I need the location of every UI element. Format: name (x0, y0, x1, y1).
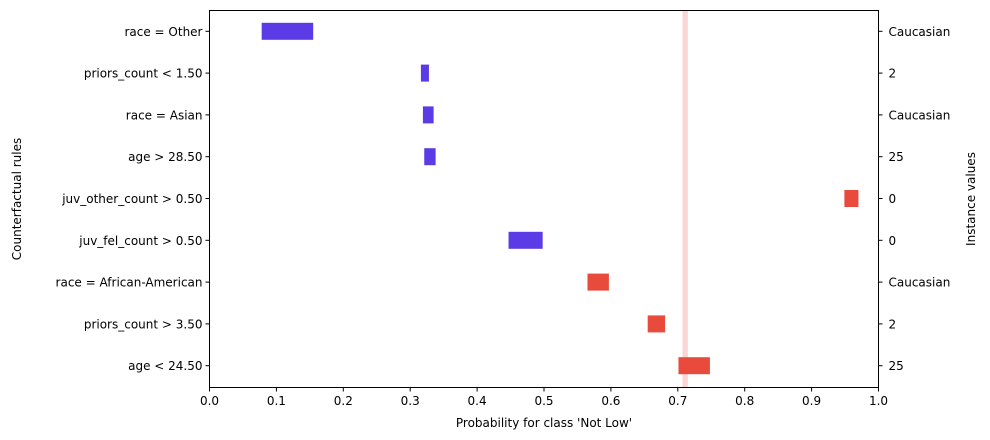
instance-value-label: Caucasian (889, 25, 951, 39)
rule-bar (844, 190, 859, 207)
instance-value-label: 25 (889, 150, 904, 164)
rule-label: priors_count < 1.50 (84, 67, 203, 81)
x-tick-label: 0.7 (668, 394, 687, 408)
x-tick-label: 0.9 (802, 394, 821, 408)
rule-label: juv_other_count > 0.50 (61, 192, 202, 206)
x-tick-label: 0.5 (534, 394, 553, 408)
x-axis-label: Probability for class 'Not Low' (456, 416, 632, 430)
instance-value-label: 2 (889, 317, 897, 331)
rule-label: race = Other (124, 25, 202, 39)
y-axis-label-left: Counterfactual rules (10, 138, 24, 260)
x-tick-label: 0.4 (468, 394, 487, 408)
bars-layer (261, 10, 859, 388)
instance-value-label: Caucasian (889, 108, 951, 122)
rule-bar (678, 357, 710, 375)
instance-value-label: 2 (889, 67, 897, 81)
rule-label: age > 28.50 (128, 150, 202, 164)
right-tick-labels: Caucasian 2 Caucasian 25 0 0 Caucasian 2 25 (878, 25, 951, 373)
rule-label: age < 24.50 (128, 359, 202, 373)
rule-bar (420, 64, 429, 82)
instance-value-label: 0 (889, 234, 897, 248)
instance-value-label: 0 (889, 192, 897, 206)
rule-label: priors_count > 3.50 (84, 317, 203, 331)
x-tick-label: 0.3 (401, 394, 420, 408)
rule-bar (587, 273, 609, 291)
instance-value-label: Caucasian (889, 276, 951, 290)
x-tick-label: 0.1 (267, 394, 286, 408)
x-tick-label: 0.6 (601, 394, 620, 408)
rule-label: race = African-American (56, 276, 203, 290)
rule-label: juv_fel_count > 0.50 (78, 234, 202, 248)
x-tick-label: 1.0 (869, 394, 888, 408)
rule-bar (261, 22, 314, 40)
x-tick-label: 0.2 (334, 394, 353, 408)
baseline-band (682, 10, 688, 388)
x-tick-label: 0.0 (200, 394, 219, 408)
rule-bar (647, 315, 666, 333)
instance-value-label: 25 (889, 359, 904, 373)
rule-bar (424, 148, 436, 166)
rule-bar (422, 106, 434, 124)
y-axis-label-right: Instance values (964, 152, 978, 246)
x-tick-label: 0.8 (735, 394, 754, 408)
rule-label: race = Asian (126, 108, 203, 122)
plot-frame (209, 10, 879, 388)
x-tick-labels: 0.0 0.1 0.2 0.3 0.4 0.5 0.6 0.7 0.8 0.9 1.0 (200, 387, 888, 408)
left-tick-labels: race = Other priors_count < 1.50 race = As… (56, 25, 210, 373)
rule-bar (508, 231, 543, 249)
